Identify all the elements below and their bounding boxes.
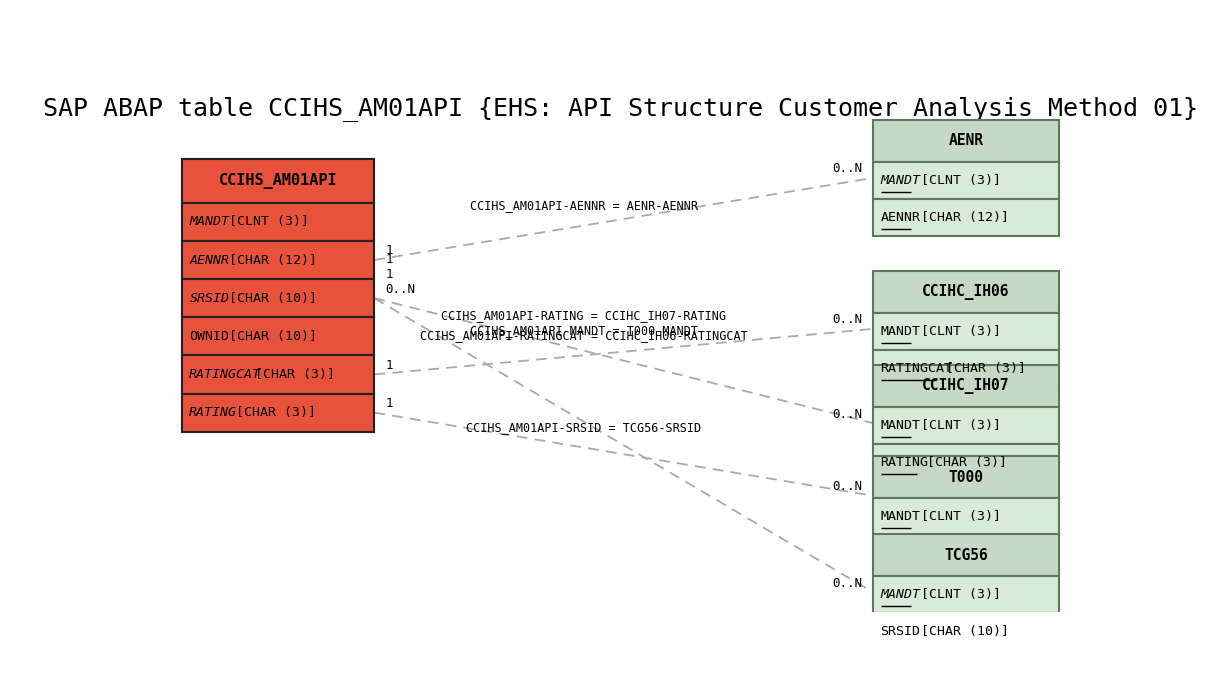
Text: 1: 1 bbox=[385, 359, 394, 372]
Text: RATINGCAT: RATINGCAT bbox=[189, 368, 262, 381]
Text: 0..N: 0..N bbox=[832, 313, 862, 326]
FancyBboxPatch shape bbox=[182, 317, 374, 356]
Text: CCIHC_IH06: CCIHC_IH06 bbox=[923, 284, 1010, 300]
FancyBboxPatch shape bbox=[182, 394, 374, 431]
FancyBboxPatch shape bbox=[873, 350, 1058, 387]
Text: SRSID: SRSID bbox=[880, 625, 920, 638]
Text: MANDT: MANDT bbox=[880, 588, 920, 601]
Text: T000: T000 bbox=[948, 470, 983, 485]
Text: [CHAR (3)]: [CHAR (3)] bbox=[247, 368, 335, 381]
Text: CCIHS_AM01API-RATING = CCIHC_IH07-RATING
CCIHS_AM01API-MANDT = T000-MANDT: CCIHS_AM01API-RATING = CCIHC_IH07-RATING… bbox=[441, 310, 727, 337]
FancyBboxPatch shape bbox=[873, 199, 1058, 236]
Text: [CHAR (10)]: [CHAR (10)] bbox=[222, 292, 317, 305]
Text: [CHAR (12)]: [CHAR (12)] bbox=[913, 211, 1009, 224]
Text: [CLNT (3)]: [CLNT (3)] bbox=[913, 510, 1000, 524]
Text: AENR: AENR bbox=[948, 133, 983, 149]
FancyBboxPatch shape bbox=[873, 365, 1058, 407]
Text: SAP ABAP table CCIHS_AM01API {EHS: API Structure Customer Analysis Method 01}: SAP ABAP table CCIHS_AM01API {EHS: API S… bbox=[44, 96, 1198, 121]
FancyBboxPatch shape bbox=[873, 270, 1058, 313]
Text: [CLNT (3)]: [CLNT (3)] bbox=[913, 174, 1000, 187]
Text: CCIHS_AM01API-AENNR = AENR-AENNR: CCIHS_AM01API-AENNR = AENR-AENNR bbox=[470, 200, 698, 213]
Text: [CLNT (3)]: [CLNT (3)] bbox=[913, 588, 1000, 601]
Text: CCIHS_AM01API: CCIHS_AM01API bbox=[219, 173, 338, 189]
FancyBboxPatch shape bbox=[873, 407, 1058, 444]
FancyBboxPatch shape bbox=[873, 162, 1058, 199]
Text: RATING: RATING bbox=[880, 456, 929, 469]
Text: 0..N: 0..N bbox=[832, 577, 862, 590]
FancyBboxPatch shape bbox=[873, 614, 1058, 650]
FancyBboxPatch shape bbox=[873, 313, 1058, 350]
Text: 1: 1 bbox=[385, 244, 394, 257]
Text: 1: 1 bbox=[385, 397, 394, 410]
Text: RATINGCAT: RATINGCAT bbox=[880, 362, 953, 375]
FancyBboxPatch shape bbox=[873, 498, 1058, 535]
Text: 1
1
0..N: 1 1 0..N bbox=[385, 252, 415, 296]
Text: 0..N: 0..N bbox=[832, 407, 862, 420]
Text: OWNID: OWNID bbox=[189, 330, 229, 343]
FancyBboxPatch shape bbox=[873, 534, 1058, 577]
FancyBboxPatch shape bbox=[873, 444, 1058, 482]
Text: SRSID: SRSID bbox=[189, 292, 229, 305]
FancyBboxPatch shape bbox=[182, 279, 374, 317]
FancyBboxPatch shape bbox=[182, 356, 374, 394]
Text: 0..N: 0..N bbox=[832, 162, 862, 175]
Text: [CLNT (3)]: [CLNT (3)] bbox=[913, 420, 1000, 432]
FancyBboxPatch shape bbox=[873, 456, 1058, 498]
Text: MANDT: MANDT bbox=[880, 174, 920, 187]
Text: [CHAR (12)]: [CHAR (12)] bbox=[222, 254, 317, 266]
Text: [CHAR (3)]: [CHAR (3)] bbox=[939, 362, 1027, 375]
FancyBboxPatch shape bbox=[182, 160, 374, 203]
FancyBboxPatch shape bbox=[182, 241, 374, 279]
Text: CCIHC_IH07: CCIHC_IH07 bbox=[923, 378, 1010, 394]
Text: [CHAR (3)]: [CHAR (3)] bbox=[228, 406, 316, 419]
Text: [CHAR (3)]: [CHAR (3)] bbox=[919, 456, 1008, 469]
Text: AENNR: AENNR bbox=[189, 254, 229, 266]
Text: AENNR: AENNR bbox=[880, 211, 920, 224]
FancyBboxPatch shape bbox=[873, 120, 1058, 162]
Text: [CHAR (10)]: [CHAR (10)] bbox=[913, 625, 1009, 638]
FancyBboxPatch shape bbox=[182, 203, 374, 241]
Text: CCIHS_AM01API-SRSID = TCG56-SRSID: CCIHS_AM01API-SRSID = TCG56-SRSID bbox=[466, 421, 701, 434]
Text: MANDT: MANDT bbox=[880, 325, 920, 338]
Text: [CLNT (3)]: [CLNT (3)] bbox=[913, 325, 1000, 338]
FancyBboxPatch shape bbox=[873, 577, 1058, 614]
Text: 0..N: 0..N bbox=[832, 480, 862, 493]
Text: CCIHS_AM01API-RATINGCAT = CCIHC_IH06-RATINGCAT: CCIHS_AM01API-RATINGCAT = CCIHC_IH06-RAT… bbox=[420, 329, 747, 342]
Text: RATING: RATING bbox=[189, 406, 237, 419]
Text: MANDT: MANDT bbox=[880, 510, 920, 524]
Text: TCG56: TCG56 bbox=[945, 548, 988, 563]
Text: [CHAR (10)]: [CHAR (10)] bbox=[222, 330, 317, 343]
Text: MANDT: MANDT bbox=[189, 215, 229, 228]
Text: [CLNT (3)]: [CLNT (3)] bbox=[222, 215, 310, 228]
Text: MANDT: MANDT bbox=[880, 420, 920, 432]
